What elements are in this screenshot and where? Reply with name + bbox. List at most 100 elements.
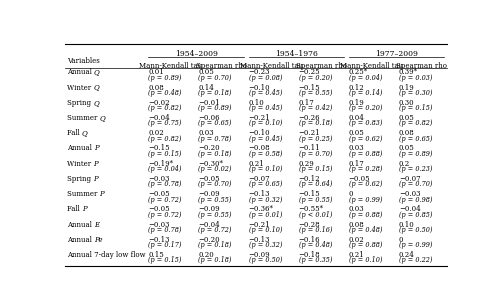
Text: (p = 0.82): (p = 0.82) <box>399 120 432 127</box>
Text: −0.04: −0.04 <box>399 205 420 213</box>
Text: −0.05: −0.05 <box>148 190 170 198</box>
Text: 0.39*: 0.39* <box>399 68 418 76</box>
Text: 0.20: 0.20 <box>198 251 214 259</box>
Text: −0.30*: −0.30* <box>198 160 223 168</box>
Text: (p = 0.15): (p = 0.15) <box>399 104 432 112</box>
Text: Winter: Winter <box>67 84 93 92</box>
Text: 0.01: 0.01 <box>148 68 164 76</box>
Text: (p = 0.83): (p = 0.83) <box>349 120 382 127</box>
Text: Annual 7-day low flow: Annual 7-day low flow <box>67 251 145 259</box>
Text: (p = 0.50): (p = 0.50) <box>399 226 432 234</box>
Text: 0.02: 0.02 <box>148 129 164 137</box>
Text: 1977–2009: 1977–2009 <box>375 50 418 59</box>
Text: Q: Q <box>93 84 99 92</box>
Text: −0.36*: −0.36* <box>249 205 273 213</box>
Text: (p = 0.45): (p = 0.45) <box>249 89 282 97</box>
Text: −0.10: −0.10 <box>249 129 270 137</box>
Text: (p = 0.22): (p = 0.22) <box>399 257 432 264</box>
Text: −0.05: −0.05 <box>349 175 371 183</box>
Text: 0.05: 0.05 <box>349 129 365 137</box>
Text: 0.14: 0.14 <box>198 84 214 92</box>
Text: (p = 0.48): (p = 0.48) <box>148 89 182 97</box>
Text: (p = 0.65): (p = 0.65) <box>399 135 432 143</box>
Text: 0.24: 0.24 <box>399 251 415 259</box>
Text: Variables: Variables <box>67 57 100 65</box>
Text: −0.03: −0.03 <box>148 221 170 228</box>
Text: (p = 0.04): (p = 0.04) <box>148 165 182 173</box>
Text: (p = 0.10): (p = 0.10) <box>349 257 382 264</box>
Text: (p = 0.55): (p = 0.55) <box>299 196 332 203</box>
Text: Q: Q <box>82 129 88 137</box>
Text: −0.19*: −0.19* <box>148 160 173 168</box>
Text: 0.25*: 0.25* <box>349 68 368 76</box>
Text: 1954–1976: 1954–1976 <box>275 50 318 59</box>
Text: (p = 0.16): (p = 0.16) <box>299 226 332 234</box>
Text: Winter: Winter <box>67 160 93 168</box>
Text: (p = 0.23): (p = 0.23) <box>399 165 432 173</box>
Text: Annual: Annual <box>67 236 94 244</box>
Text: −0.13: −0.13 <box>249 190 270 198</box>
Text: 0.05: 0.05 <box>399 114 415 122</box>
Text: 0.05: 0.05 <box>399 144 415 152</box>
Text: (p = 0.42): (p = 0.42) <box>299 104 332 112</box>
Text: (p = 0.82): (p = 0.82) <box>148 104 182 112</box>
Text: (p = 0.89): (p = 0.89) <box>198 104 232 112</box>
Text: (p = 0.35): (p = 0.35) <box>299 257 332 264</box>
Text: −0.13: −0.13 <box>148 236 170 244</box>
Text: −0.07: −0.07 <box>399 175 420 183</box>
Text: (p = 0.48): (p = 0.48) <box>349 226 382 234</box>
Text: −0.10: −0.10 <box>249 84 270 92</box>
Text: 0.12: 0.12 <box>349 84 365 92</box>
Text: (p = 0.88): (p = 0.88) <box>349 241 382 249</box>
Text: (p = 0.58): (p = 0.58) <box>249 150 282 158</box>
Text: (p = 0.01): (p = 0.01) <box>249 211 282 219</box>
Text: P: P <box>100 190 104 198</box>
Text: −0.15: −0.15 <box>299 84 320 92</box>
Text: (p = 0.72): (p = 0.72) <box>148 196 182 203</box>
Text: −0.06: −0.06 <box>198 114 220 122</box>
Text: Mann-Kendall tau: Mann-Kendall tau <box>240 62 303 70</box>
Text: −0.21: −0.21 <box>249 114 270 122</box>
Text: Spearman rho: Spearman rho <box>196 62 247 70</box>
Text: (p = 0.45): (p = 0.45) <box>249 104 282 112</box>
Text: −0.01: −0.01 <box>198 99 220 107</box>
Text: Spearman rho: Spearman rho <box>296 62 347 70</box>
Text: Q: Q <box>100 114 105 122</box>
Text: 0.19: 0.19 <box>399 84 415 92</box>
Text: −0.04: −0.04 <box>148 114 170 122</box>
Text: −0.03: −0.03 <box>399 190 420 198</box>
Text: −0.28: −0.28 <box>299 221 320 228</box>
Text: (p = 0.65): (p = 0.65) <box>198 120 232 127</box>
Text: (p = 0.15): (p = 0.15) <box>299 165 332 173</box>
Text: (p = 0.02): (p = 0.02) <box>198 165 232 173</box>
Text: (p = 0.32): (p = 0.32) <box>249 241 282 249</box>
Text: −0.13: −0.13 <box>249 236 270 244</box>
Text: −0.21: −0.21 <box>299 129 320 137</box>
Text: (p = 0.65): (p = 0.65) <box>249 180 282 188</box>
Text: −0.11: −0.11 <box>299 144 320 152</box>
Text: (p = 0.75): (p = 0.75) <box>148 120 182 127</box>
Text: Spring: Spring <box>67 175 93 183</box>
Text: −0.15: −0.15 <box>299 190 320 198</box>
Text: 1954–2009: 1954–2009 <box>175 50 218 59</box>
Text: Annual: Annual <box>67 221 94 228</box>
Text: 0.17: 0.17 <box>349 160 365 168</box>
Text: (p = 0.72): (p = 0.72) <box>198 226 232 234</box>
Text: (p = 0.72): (p = 0.72) <box>148 211 182 219</box>
Text: 0.08: 0.08 <box>399 129 415 137</box>
Text: 0.21: 0.21 <box>349 251 365 259</box>
Text: P: P <box>94 144 99 152</box>
Text: (p = 0.10): (p = 0.10) <box>249 165 282 173</box>
Text: Mann-Kendall tau: Mann-Kendall tau <box>139 62 203 70</box>
Text: (p = 0.88): (p = 0.88) <box>349 211 382 219</box>
Text: (p = 0.20): (p = 0.20) <box>349 104 382 112</box>
Text: Summer: Summer <box>67 190 100 198</box>
Text: (p = 0.78): (p = 0.78) <box>198 135 232 143</box>
Text: 0: 0 <box>349 190 353 198</box>
Text: 0.15: 0.15 <box>148 251 164 259</box>
Text: (p = 0.48): (p = 0.48) <box>299 241 332 249</box>
Text: 0.19: 0.19 <box>349 99 365 107</box>
Text: (p = 0.10): (p = 0.10) <box>249 226 282 234</box>
Text: (p = 0.18): (p = 0.18) <box>198 89 232 97</box>
Text: 0.17: 0.17 <box>299 99 314 107</box>
